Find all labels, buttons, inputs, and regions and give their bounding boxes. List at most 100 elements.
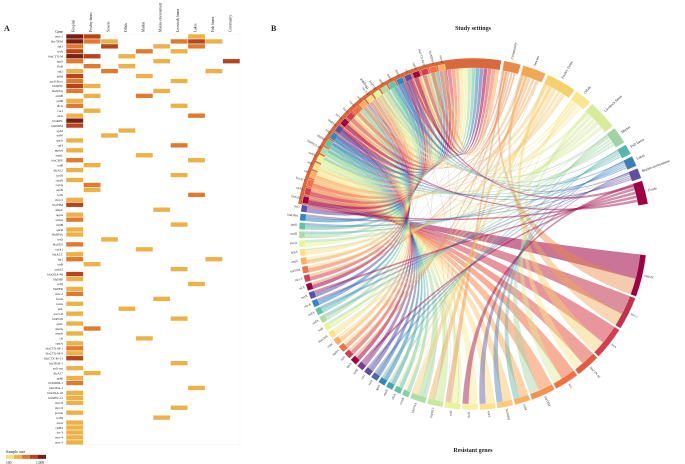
- heatmap-cell: [66, 39, 84, 44]
- chord-ribbon: [398, 68, 480, 157]
- setting-label: Lakes: [636, 153, 646, 160]
- column-header-marine-environment: Marine environment: [159, 3, 163, 32]
- heatmap-cell: [66, 390, 84, 396]
- heatmap-cell: [188, 192, 205, 198]
- row-label-bla-tem: bla-TEM: [51, 40, 63, 44]
- heatmap-cell: [66, 257, 84, 262]
- heatmap-cell: [135, 247, 153, 252]
- heatmap-cell: [153, 207, 171, 212]
- row-label-mcr-9: mcr-9: [55, 406, 63, 410]
- gene-label: oqxA: [303, 302, 312, 309]
- chord-ribbon: [341, 128, 638, 211]
- chord-ribbon: [428, 76, 527, 400]
- legend-title: Sample size: [6, 449, 25, 454]
- gene-label: blaSHV: [429, 406, 435, 418]
- row-label-blatem-1: blaTEM-1: [49, 361, 63, 365]
- heatmap-cell: [170, 222, 188, 227]
- chord-thin-link: [390, 131, 605, 383]
- row-label-aada2: aadA2: [54, 267, 63, 271]
- setting-arc-fish-farms: [616, 144, 632, 159]
- row-label-cat1: cat1: [58, 109, 64, 113]
- heatmap-cell: [170, 103, 188, 108]
- column-header-market: Market: [141, 22, 145, 32]
- chord-thin-link: [324, 138, 402, 193]
- gene-label: blaCMY: [318, 334, 330, 344]
- row-label-blaoxa-48: blaOXA-48: [47, 272, 63, 276]
- setting-arc-community: [501, 60, 522, 75]
- heatmap-cell: [170, 316, 188, 321]
- gene-label: cfr: [404, 69, 409, 75]
- gene-label: oqxB: [300, 294, 308, 300]
- heatmap-cell: [153, 296, 171, 301]
- column-header-sewers: Sewers: [107, 21, 111, 32]
- row-label-blactx-m-1: blaCTX-M-1: [46, 347, 64, 351]
- row-label-teto: tetO: [57, 238, 63, 242]
- gene-label: tetX: [299, 285, 306, 291]
- heatmap-cell: [118, 306, 136, 311]
- setting-arc-market: [606, 127, 625, 148]
- legend-swatch: [38, 454, 46, 459]
- gene-label: vanA: [348, 100, 356, 108]
- gene-label: blaGES: [291, 194, 302, 200]
- setting-arc-lakes: [622, 155, 637, 171]
- chord-ribbon: [325, 111, 410, 321]
- gene-label: blaACC: [295, 176, 306, 183]
- chord-ribbon: [320, 163, 626, 309]
- heatmap-cell: [66, 242, 84, 247]
- row-label-oqxb: oqxB: [56, 188, 64, 192]
- row-label-blafox: blaFOX: [52, 317, 63, 321]
- heatmap-cell: [66, 331, 84, 336]
- chord-thin-link: [342, 108, 414, 179]
- row-label-mpha: mphA: [55, 149, 64, 153]
- row-label-aada: aadA: [56, 173, 64, 177]
- chord-ribbon: [362, 68, 461, 164]
- chord-ribbon: [445, 71, 508, 403]
- row-label-ermb: ermB: [56, 94, 64, 98]
- gene-label: rmtB: [290, 232, 297, 236]
- gene-label: lnuA: [342, 106, 350, 114]
- row-label-blaoxa-10: blaOXA-10: [47, 391, 63, 395]
- row-label-tetw: tetW: [57, 134, 64, 138]
- gene-arc-qnrd: [298, 222, 306, 230]
- chord-ribbon: [312, 78, 431, 199]
- gene-label: tetB: [317, 326, 324, 332]
- heatmap-cell: [188, 34, 205, 39]
- heatmap-cell: [66, 78, 84, 84]
- heatmap-cell: [205, 257, 223, 262]
- heatmap-cell: [66, 430, 84, 435]
- heatmap-cell: [153, 415, 171, 420]
- column-header-offals: Offals: [124, 22, 128, 32]
- chord-ribbon: [328, 138, 612, 325]
- heatmap-cell: [101, 133, 118, 138]
- legend-swatch: [14, 454, 22, 459]
- setting-label: Community: [510, 42, 518, 60]
- row-label-tetl: tetL: [58, 307, 63, 311]
- heatmap-cell: [66, 113, 84, 118]
- heatmap-cell: [170, 361, 188, 366]
- heatmap-cell: [188, 281, 205, 287]
- chord-ribbon: [345, 123, 411, 348]
- gene-label: mphA: [331, 348, 340, 357]
- gene-label: aac3-II: [361, 86, 370, 96]
- heatmap-cell: [153, 59, 171, 64]
- chord-thin-link: [331, 116, 592, 327]
- heatmap-cell: [153, 88, 171, 94]
- gene-label: blaNDM-1: [428, 50, 435, 65]
- chord-ribbon: [422, 68, 492, 155]
- gene-arc-arma: [298, 239, 306, 248]
- row-label-blages: blaGES: [53, 243, 63, 247]
- row-label-mefa: mefA: [55, 327, 63, 331]
- setting-label: Offals: [583, 85, 592, 95]
- gene-label: blaKPC: [644, 274, 655, 280]
- row-label-blaimp: blaIMP: [53, 277, 63, 281]
- setting-label: Foods: [648, 186, 658, 192]
- gene-label: optrA: [412, 62, 418, 71]
- gene-label: catA1: [295, 185, 304, 191]
- chord-ribbon: [412, 85, 552, 395]
- gene-label: strA: [367, 378, 374, 385]
- chord-ribbon: [327, 149, 622, 196]
- heatmap-cell: [170, 143, 188, 148]
- panel-a-label: A: [4, 24, 10, 33]
- chord-thin-link: [358, 112, 417, 363]
- gene-label: tetL: [356, 95, 362, 102]
